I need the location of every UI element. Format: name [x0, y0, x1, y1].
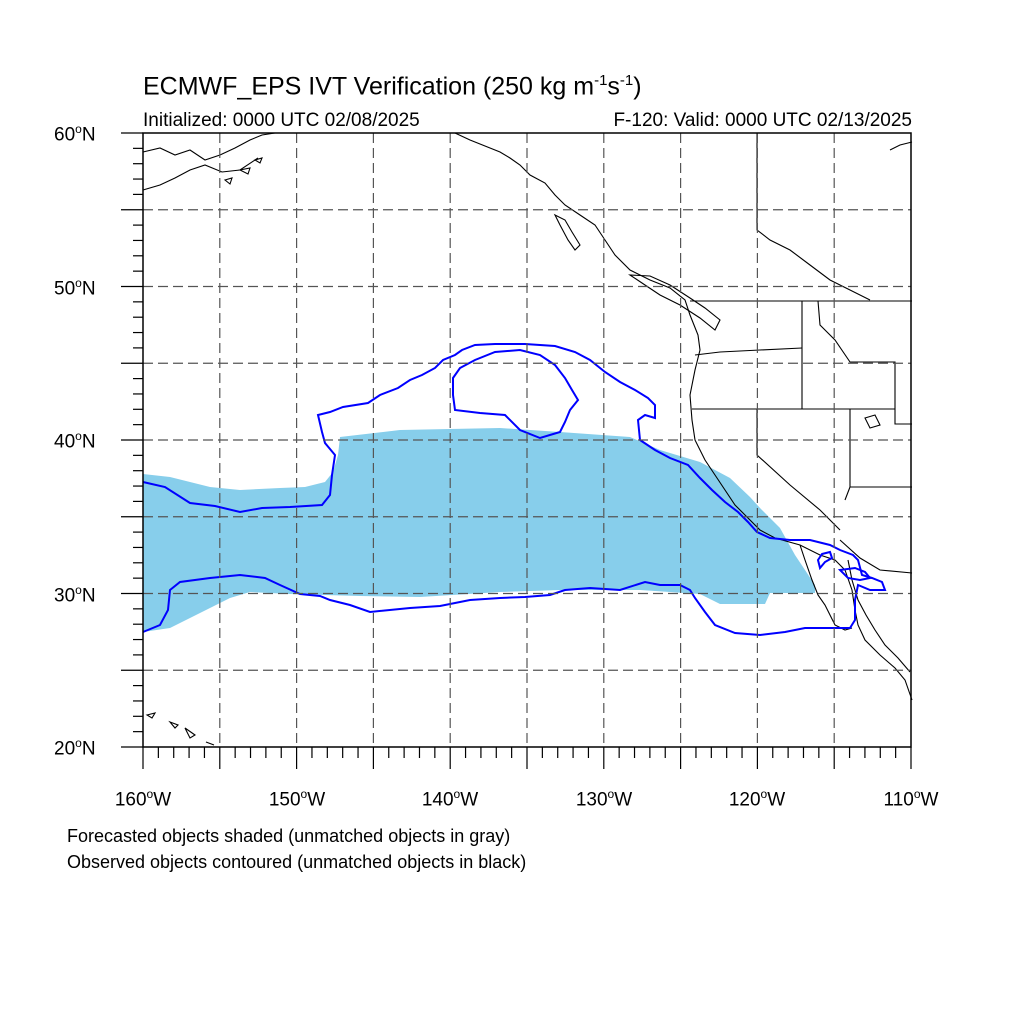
lat-label-20n: 20oN: [54, 736, 96, 760]
nevada-california-border: [756, 409, 841, 531]
lon-label-140w: 140oW: [421, 787, 479, 811]
montana-border: [817, 300, 912, 425]
observed-note: Observed objects contoured (unmatched ob…: [67, 852, 527, 872]
forecast-ivt-shaded-object: [143, 428, 815, 632]
alaska-islands: [223, 157, 263, 185]
observed-object: [142, 343, 887, 637]
lon-label-110w: 110oW: [883, 787, 939, 811]
forecast-object: [143, 428, 815, 632]
lat-label-50n: 50oN: [54, 276, 96, 300]
forecast-note: Forecasted objects shaded (unmatched obj…: [67, 826, 511, 846]
title-exp-1: -1: [594, 72, 608, 89]
great-salt-lake: [864, 414, 881, 429]
title-exp-2: -1: [619, 72, 634, 89]
chart-title: ECMWF_EPS IVT Verification (250 kg m-1s-…: [143, 72, 642, 101]
alaska-south-coast: [142, 157, 259, 191]
observed-small-contour-1: [816, 550, 834, 571]
washington-oregon-border: [694, 347, 803, 356]
lat-label-60n: 60oN: [54, 122, 96, 146]
observed-ivt-inner-contour: [452, 348, 580, 440]
title-mid: s: [607, 72, 620, 101]
lat-label-30n: 30oN: [54, 583, 96, 607]
hudson-coast: [889, 141, 913, 151]
map-frame: [142, 132, 912, 748]
vancouver-island-coast: [628, 274, 721, 331]
baja-east-coast: [847, 559, 911, 673]
alaska-coastline: [142, 132, 276, 161]
initialized-label: Initialized: 0000 UTC 02/08/2025: [143, 110, 420, 131]
haida-gwaii-coast: [553, 213, 581, 251]
valid-time-label: F-120: Valid: 0000 UTC 02/13/2025: [613, 110, 912, 131]
title-main: ECMWF_EPS IVT Verification (250 kg m: [143, 72, 595, 101]
observed-small-contour-2: [837, 566, 872, 582]
observed-ivt-contour: [142, 343, 887, 637]
nevada-arizona-border: [844, 409, 851, 501]
lat-label-40n: 40oN: [54, 429, 96, 453]
axis-ticks: [121, 132, 912, 769]
bc-alberta-border: [756, 133, 871, 301]
title-close: ): [633, 72, 642, 101]
us-mexico-border: [839, 539, 913, 574]
lon-label-120w: 120oW: [728, 787, 786, 811]
north-america-coastline: [454, 132, 913, 701]
lon-label-150w: 150oW: [268, 787, 326, 811]
lon-label-160w: 160oW: [114, 787, 172, 811]
lat-lon-grid: [143, 133, 911, 747]
lon-label-130w: 130oW: [575, 787, 633, 811]
hawaii-islands: [145, 712, 215, 746]
